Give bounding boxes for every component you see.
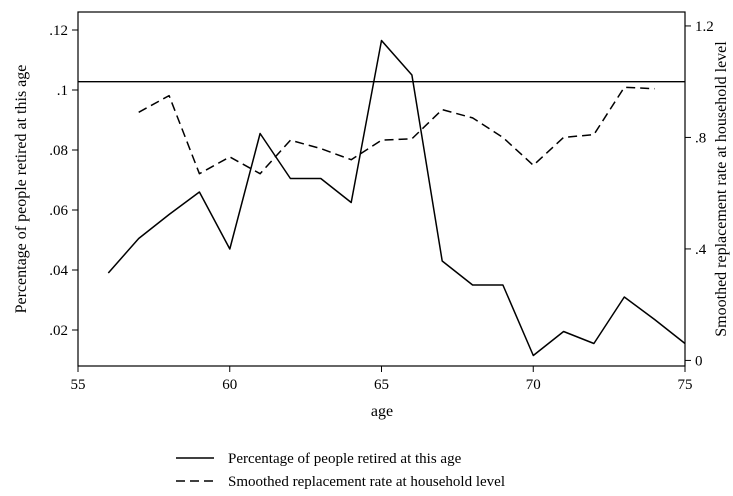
y-left-tick-label: .04: [49, 263, 68, 279]
legend-label-retired: Percentage of people retired at this age: [228, 451, 462, 467]
x-axis: 55 60 65 70 75: [71, 366, 693, 393]
plot-area-border: [77, 11, 686, 367]
series-line-retired: [107, 39, 686, 357]
y-axis-left-label: Percentage of people retired at this age: [13, 65, 30, 314]
x-tick-label: 70: [526, 377, 541, 393]
series-layer: [107, 39, 686, 357]
x-tick-label: 75: [678, 377, 693, 393]
y-left-tick-label: .1: [57, 83, 68, 99]
y-axis-right-label: Smoothed replacement rate at household l…: [713, 41, 730, 337]
x-tick-label: 65: [374, 377, 389, 393]
plot-frame: [77, 11, 686, 367]
y-right-tick-label: .8: [695, 130, 706, 146]
series-line-replacement: [138, 86, 655, 175]
y-right-tick-label: 0: [695, 353, 703, 369]
y-axis-left: .02 .04 .06 .08 .1 .12: [49, 23, 78, 339]
y-left-tick-label: .02: [49, 323, 68, 339]
y-right-tick-label: .4: [695, 242, 707, 258]
y-left-tick-label: .08: [49, 143, 68, 159]
x-axis-label: age: [371, 403, 393, 420]
x-tick-label: 60: [222, 377, 237, 393]
legend: Percentage of people retired at this age…: [176, 451, 505, 490]
y-left-tick-label: .12: [49, 23, 68, 39]
y-right-tick-label: 1.2: [695, 19, 714, 35]
y-axis-right: 0 .4 .8 1.2: [685, 19, 714, 369]
legend-label-replacement: Smoothed replacement rate at household l…: [228, 474, 505, 490]
y-left-tick-label: .06: [49, 203, 68, 219]
x-tick-label: 55: [71, 377, 86, 393]
